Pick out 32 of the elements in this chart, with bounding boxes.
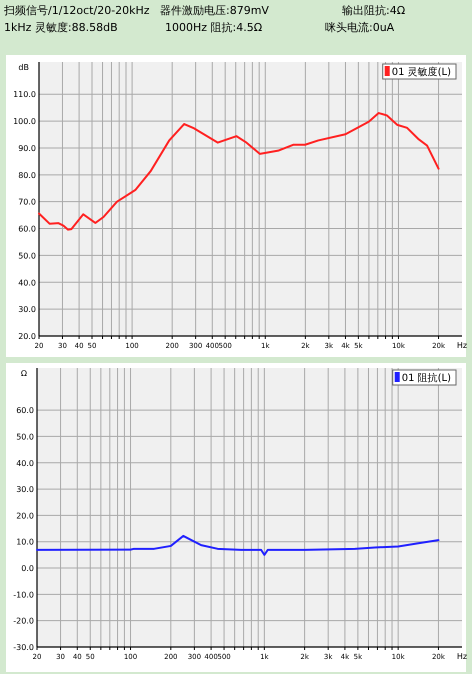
- y-tick-label: -20.0: [13, 616, 34, 626]
- y-tick-label: -30.0: [13, 643, 34, 652]
- y-tick-label: 50.0: [18, 251, 36, 260]
- y-tick-label: 30.0: [18, 305, 36, 314]
- text: 扫频信号/1/12oct/20-20kHz: [3, 4, 150, 18]
- y-axis-title: dB: [18, 63, 29, 72]
- y-tick-label: 100.0: [13, 117, 36, 126]
- y-tick-label: 60.0: [16, 406, 34, 416]
- y-tick-label: 0.0: [21, 564, 34, 574]
- x-axis-title: Hz: [456, 341, 468, 350]
- legend-label: 01 阻抗(L): [402, 372, 452, 384]
- text: 咪头电流:0uA: [325, 21, 395, 34]
- text: 器件激励电压:879mV: [160, 4, 270, 18]
- y-tick-label: 20.0: [16, 511, 34, 520]
- y-axis-title: Ω: [20, 369, 27, 378]
- text: 1000Hz 阻抗:4.5Ω: [165, 21, 262, 34]
- y-tick-label: 110.0: [13, 90, 36, 100]
- y-tick-label: 70.0: [18, 198, 36, 207]
- text: 输出阻抗:4Ω: [342, 4, 406, 18]
- y-tick-label: -10.0: [13, 590, 34, 600]
- y-tick-label: 50.0: [16, 432, 34, 442]
- text: 1kHz 灵敏度:88.58dB: [4, 21, 118, 34]
- y-tick-label: 40.0: [16, 458, 34, 468]
- y-tick-label: 60.0: [18, 224, 36, 234]
- x-axis-title: Hz: [456, 652, 468, 661]
- y-tick-label: 30.0: [16, 485, 34, 494]
- legend-label: 01 灵敏度(L): [392, 66, 452, 78]
- y-tick-label: 10.0: [16, 538, 34, 547]
- y-tick-label: 40.0: [18, 278, 36, 288]
- y-tick-label: 90.0: [18, 144, 36, 153]
- y-tick-label: 20.0: [18, 332, 36, 341]
- y-tick-label: 80.0: [18, 170, 36, 180]
